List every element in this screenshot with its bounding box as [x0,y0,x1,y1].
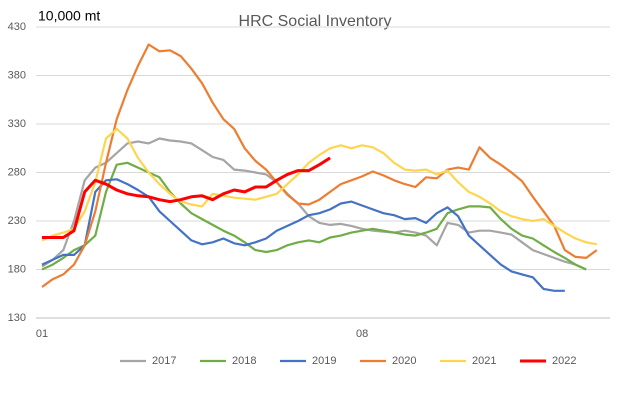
y-unit-label: 10,000 mt [38,8,100,24]
chart-title: HRC Social Inventory [239,13,392,30]
y-tick-label: 430 [8,21,26,33]
y-tick-label: 230 [8,215,26,227]
y-tick-label: 180 [8,263,26,275]
y-tick-label: 130 [8,312,26,324]
legend-label: 2018 [232,355,256,367]
series-line [41,127,598,246]
legend-label: 2020 [392,355,416,367]
legend-label: 2017 [152,355,176,367]
series-line [41,161,587,271]
series-line [41,178,565,292]
legend-label: 2022 [552,355,576,367]
legend-label: 2019 [312,355,336,367]
x-tick-label: 01 [36,328,48,340]
y-tick-label: 280 [8,166,26,178]
series-line [41,43,598,288]
y-tick-label: 330 [8,118,26,130]
y-tick-label: 380 [8,69,26,81]
series-line [41,137,587,271]
legend-label: 2021 [472,355,496,367]
x-tick-label: 08 [356,328,368,340]
series-line [42,156,331,239]
